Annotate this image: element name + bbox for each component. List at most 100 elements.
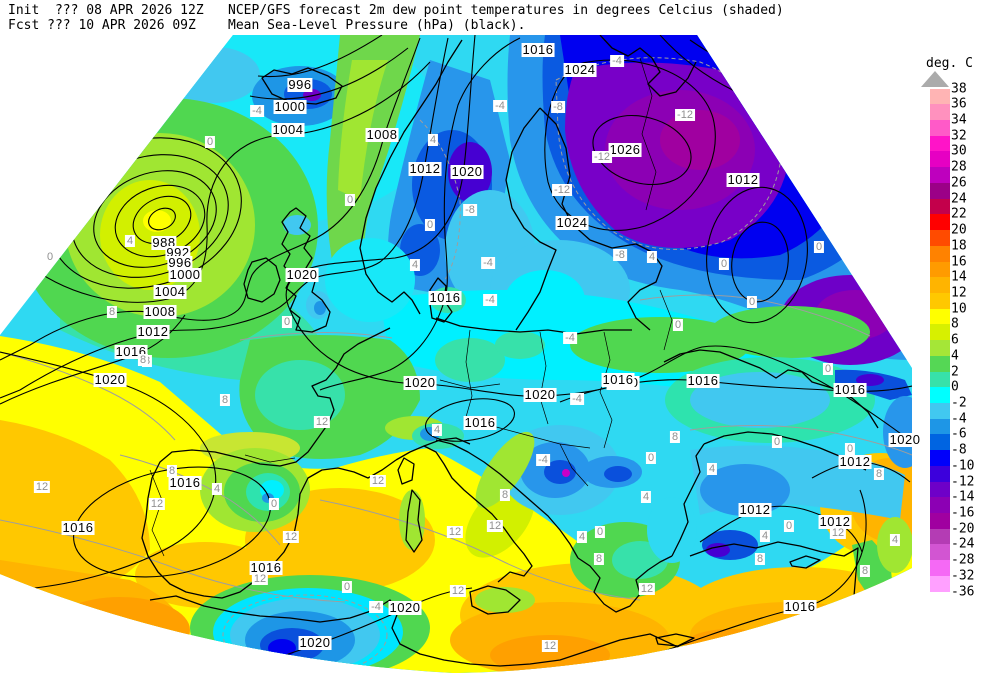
- isobar-label: 1020: [523, 387, 557, 402]
- dewpoint-contour-label: 0: [281, 316, 293, 328]
- isobar-label: 996: [167, 255, 193, 270]
- dewpoint-contour-label: 0: [746, 296, 758, 308]
- dewpoint-contour-label: 12: [33, 481, 51, 493]
- legend-tick: 2: [951, 364, 959, 380]
- legend-tick: 30: [951, 143, 967, 159]
- isobar-label: 1020: [93, 372, 127, 387]
- isobar-label: 1012: [726, 172, 760, 187]
- dewpoint-contour-label: 12: [541, 640, 559, 652]
- isobar-label: 1016: [833, 382, 867, 397]
- dewpoint-contour-label: 4: [211, 483, 223, 495]
- legend-tick: -32: [951, 568, 975, 584]
- legend-swatch: [930, 135, 950, 152]
- legend-swatch: [930, 450, 950, 467]
- legend-tick: 20: [951, 222, 967, 238]
- isobar-label: 1016: [521, 42, 555, 57]
- legend-swatch: [930, 371, 950, 388]
- legend-tick: -12: [951, 474, 975, 490]
- legend-tick: -36: [951, 584, 975, 600]
- isobar-label: 1020: [285, 267, 319, 282]
- dewpoint-contour-label: 8: [499, 489, 511, 501]
- country-borders: [149, 57, 673, 557]
- dewpoint-contour-label: 12: [313, 416, 331, 428]
- dewpoint-contour-label: 0: [204, 136, 216, 148]
- legend-tick: -28: [951, 552, 975, 568]
- isobar-label: 1004: [153, 284, 187, 299]
- dewpoint-contour-label: 0: [44, 251, 56, 263]
- dewpoint-contour-label: 8: [754, 553, 766, 565]
- dewpoint-contour-label: 8: [669, 431, 681, 443]
- dewpoint-contour-label: -4: [481, 257, 495, 269]
- dewpoint-contour-label: 4: [706, 463, 718, 475]
- legend-tick: 24: [951, 191, 967, 207]
- isobar-label: 1024: [555, 215, 589, 230]
- legend-tick: 12: [951, 285, 967, 301]
- legend-tick: -16: [951, 505, 975, 521]
- legend-swatch: [930, 182, 950, 200]
- isobar-label: 1012: [738, 502, 772, 517]
- dewpoint-contour-label: 4: [759, 530, 771, 542]
- isobar-label: 1016: [61, 520, 95, 535]
- legend-swatch: [930, 575, 950, 593]
- legend-tick: 26: [951, 175, 967, 191]
- legend-tick: -24: [951, 536, 975, 552]
- dewpoint-contour-label: 8: [106, 306, 118, 318]
- dewpoint-contour-label: -12: [552, 184, 572, 196]
- legend-tick: 4: [951, 348, 959, 364]
- legend-tick: 6: [951, 332, 959, 348]
- isobar-label: 1026: [608, 142, 642, 157]
- isobar-label: 1016: [168, 475, 202, 490]
- isobar-label: 1008: [365, 127, 399, 142]
- isobar-label: 1020: [388, 600, 422, 615]
- legend-swatch: [930, 292, 950, 310]
- dewpoint-contour-label: 4: [124, 235, 136, 247]
- dewpoint-contour-label: 12: [369, 475, 387, 487]
- legend-swatch: [930, 560, 950, 577]
- legend-swatch: [930, 403, 950, 420]
- legend-tick: 0: [951, 379, 959, 395]
- dewpoint-contour-label: 0: [813, 241, 825, 253]
- legend-swatch: [930, 340, 950, 357]
- dewpoint-contour-label: 8: [137, 354, 149, 366]
- dewpoint-contour-label: 8: [219, 394, 231, 406]
- legend-swatch: [930, 167, 950, 184]
- dewpoint-contour-label: 0: [424, 219, 436, 231]
- legend-tick: 14: [951, 269, 967, 285]
- isobar-label: 1016: [249, 560, 283, 575]
- legend-swatch: [930, 513, 950, 530]
- dewpoint-contour-label: 0: [783, 520, 795, 532]
- legend-swatch: [930, 277, 950, 294]
- legend-tick: -10: [951, 458, 975, 474]
- legend-tick: 38: [951, 81, 967, 97]
- dewpoint-contour-label: 0: [268, 498, 280, 510]
- isobar-label: 1016: [428, 290, 462, 305]
- legend-tick: 22: [951, 206, 967, 222]
- dewpoint-contour-label: 12: [148, 498, 166, 510]
- dewpoint-contour-label: -12: [675, 109, 695, 121]
- isobar-label: 1016: [686, 373, 720, 388]
- dewpoint-contour-label: 12: [446, 526, 464, 538]
- legend-tick: -20: [951, 521, 975, 537]
- isobar-label: 1016: [463, 415, 497, 430]
- legend-swatch: [930, 465, 950, 483]
- legend-swatch: [930, 387, 950, 404]
- legend-swatch: [930, 198, 950, 215]
- legend-tick: -6: [951, 426, 967, 442]
- header-fcst-line: Fcst ??? 10 APR 2026 09Z: [8, 18, 196, 33]
- legend-swatch: [930, 355, 950, 373]
- legend-tick: 10: [951, 301, 967, 317]
- dewpoint-contour-label: -8: [551, 101, 565, 113]
- dewpoint-contour-label: 0: [344, 194, 356, 206]
- dewpoint-contour-label: 4: [427, 134, 439, 146]
- dewpoint-contour-label: 12: [638, 583, 656, 595]
- dewpoint-contour-label: -8: [613, 249, 627, 261]
- legend-swatch: [930, 230, 950, 247]
- dewpoint-contour-label: 4: [646, 251, 658, 263]
- isobar-label: 1020: [450, 164, 484, 179]
- isobar-label: 1012: [818, 514, 852, 529]
- isobar-label: 1000: [168, 267, 202, 282]
- dewpoint-contour-label: -4: [536, 454, 550, 466]
- legend-swatch: [930, 324, 950, 341]
- dewpoint-contour-label: 8: [593, 553, 605, 565]
- dewpoint-contour-label: -4: [483, 294, 497, 306]
